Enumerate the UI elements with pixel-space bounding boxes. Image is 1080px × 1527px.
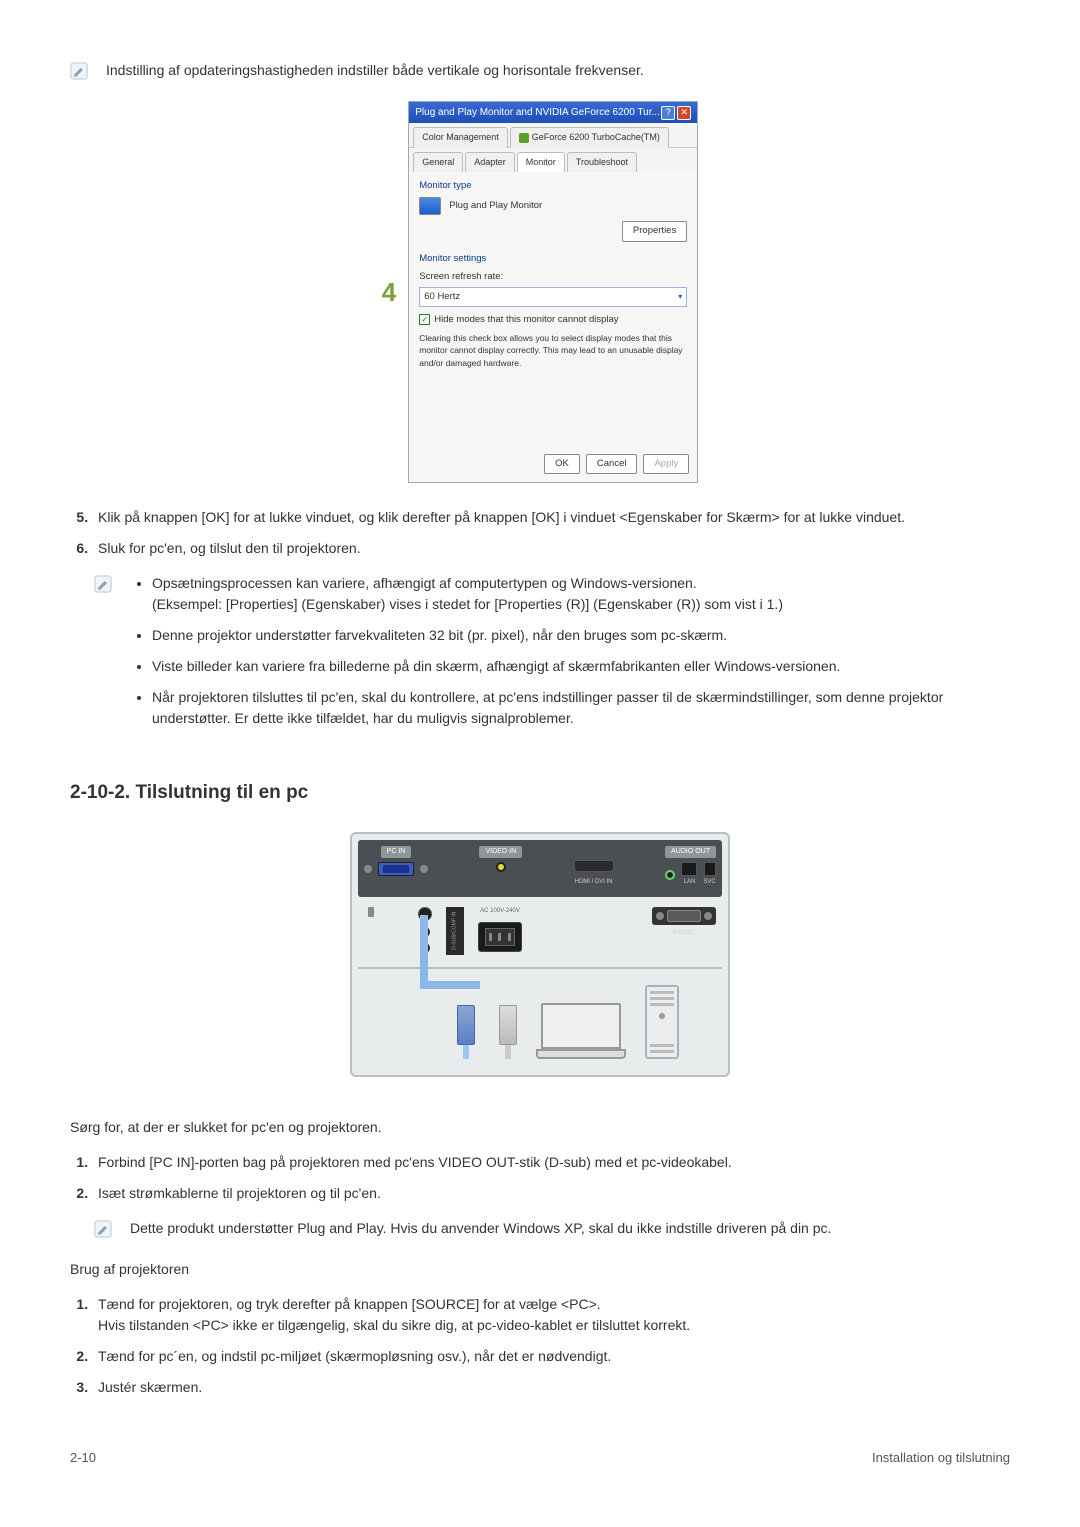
subnote-b: Denne projektor understøtter farvekvalit… [152,625,1010,646]
ac-label: AC 100V-240V [480,907,520,916]
hide-modes-checkbox[interactable]: ✓ [419,314,430,325]
tab-adapter[interactable]: Adapter [465,152,515,173]
note-row-2: Dette produkt understøtter Plug and Play… [94,1218,1010,1239]
tab-row-2: General Adapter Monitor Troubleshoot [409,148,697,172]
step-2-2: Isæt strømkablerne til projektoren og ti… [92,1183,1010,1204]
note-text-2: Dette produkt understøtter Plug and Play… [130,1218,831,1239]
tab-monitor[interactable]: Monitor [517,152,565,173]
page-footer: 2-10 Installation og tilslutning [70,1448,1010,1468]
tab-row-1: Color Management GeForce 6200 TurboCache… [409,123,697,148]
usage-heading: Brug af projektoren [70,1259,1010,1280]
audio-out-label: AUDIO OUT [665,846,716,859]
audio-jack [665,870,675,880]
vga-connector-icon [457,1005,475,1045]
rear-panel-row2: D-SUB/COMP IN AC 100V-240V RS232C [358,897,722,959]
connected-devices [358,967,722,1069]
screw-icon [420,865,428,873]
close-icon[interactable]: ✕ [677,106,691,120]
vga-connector-icon [499,1005,517,1045]
dialog-wrap: 4 Plug and Play Monitor and NVIDIA GeFor… [70,101,1010,483]
intro-paragraph: Sørg for, at der er slukket for pc'en og… [70,1117,1010,1138]
cable-icon [420,981,480,989]
step-3-2: Tænd for pc´en, og indstil pc-miljøet (s… [92,1346,1010,1367]
nvidia-icon [519,133,529,143]
step-number-4: 4 [382,273,396,312]
dialog-title-text: Plug and Play Monitor and NVIDIA GeForce… [415,105,660,120]
steps-list-1: Klik på knappen [OK] for at lukke vindue… [70,507,1010,559]
screw-icon [364,865,372,873]
chevron-down-icon: ▾ [678,291,682,303]
vga-port [378,862,414,876]
steps-list-2: Forbind [PC IN]-porten bag på projektore… [70,1152,1010,1204]
kensington-lock-icon [368,907,374,917]
pencil-icon [94,1220,112,1238]
hide-modes-label: Hide modes that this monitor cannot disp… [434,313,618,327]
section-heading: 2-10-2. Tilslutning til en pc [70,779,1010,808]
ac-socket [478,922,522,952]
monitor-settings-label: Monitor settings [419,252,687,266]
note-row-1: Indstilling af opdateringshastigheden in… [70,60,1010,81]
dialog-titlebar: Plug and Play Monitor and NVIDIA GeForce… [409,102,697,123]
dialog-body: Monitor type Plug and Play Monitor Prope… [409,171,697,448]
properties-button[interactable]: Properties [622,221,687,241]
rs232-port [652,907,716,925]
tab-color-management[interactable]: Color Management [413,127,508,148]
tab-geforce[interactable]: GeForce 6200 TurboCache(TM) [510,127,669,148]
component-block: D-SUB/COMP IN [446,907,464,955]
monitor-name: Plug and Play Monitor [449,199,542,213]
rca-yellow [496,862,506,872]
step-3-1: Tænd for projektoren, og tryk derefter p… [92,1294,1010,1336]
subnote-list: Opsætningsprocessen kan variere, afhængi… [130,573,1010,739]
connection-diagram: PC IN VIDEO IN HDMI / DVI IN AUDIO OUT [70,832,1010,1078]
note-text-1: Indstilling af opdateringshastigheden in… [106,60,644,81]
video-in-label: VIDEO IN [479,846,522,859]
step-5: Klik på knappen [OK] for at lukke vindue… [92,507,1010,528]
hide-modes-desc: Clearing this check box allows you to se… [419,332,687,370]
step-6: Sluk for pc'en, og tilslut den til proje… [92,538,1010,559]
tab-general[interactable]: General [413,152,463,173]
pencil-icon [94,575,112,593]
refresh-rate-select[interactable]: 60 Hertz ▾ [419,287,687,307]
hdmi-label: HDMI / DVI IN [575,878,613,887]
monitor-type-label: Monitor type [419,179,687,193]
cable-icon [420,915,428,985]
svc-port [704,862,716,876]
cancel-button[interactable]: Cancel [586,454,638,474]
refresh-rate-label: Screen refresh rate: [419,270,687,284]
pc-in-label: PC IN [381,846,412,859]
steps-list-3: Tænd for projektoren, og tryk derefter p… [70,1294,1010,1398]
subnote-c: Viste billeder kan variere fra billedern… [152,656,1010,677]
ok-button[interactable]: OK [544,454,580,474]
footer-page-number: 2-10 [70,1448,96,1468]
properties-dialog: Plug and Play Monitor and NVIDIA GeForce… [408,101,698,483]
lan-port [681,862,697,876]
step-3-3: Justér skærmen. [92,1377,1010,1398]
laptop-icon [541,1003,621,1059]
rear-panel: PC IN VIDEO IN HDMI / DVI IN AUDIO OUT [358,840,722,898]
help-icon[interactable]: ? [661,106,675,120]
dialog-footer: OK Cancel Apply [409,448,697,482]
step-2-1: Forbind [PC IN]-porten bag på projektore… [92,1152,1010,1173]
footer-section-title: Installation og tilslutning [872,1448,1010,1468]
desktop-tower-icon [645,985,679,1059]
subnote-d: Når projektoren tilsluttes til pc'en, sk… [152,687,1010,729]
monitor-icon [419,197,441,215]
hdmi-port [574,860,614,872]
pencil-icon [70,62,88,80]
subnote-a: Opsætningsprocessen kan variere, afhængi… [152,573,1010,615]
apply-button[interactable]: Apply [643,454,689,474]
subnote-block: Opsætningsprocessen kan variere, afhængi… [94,573,1010,739]
tab-troubleshoot[interactable]: Troubleshoot [567,152,637,173]
